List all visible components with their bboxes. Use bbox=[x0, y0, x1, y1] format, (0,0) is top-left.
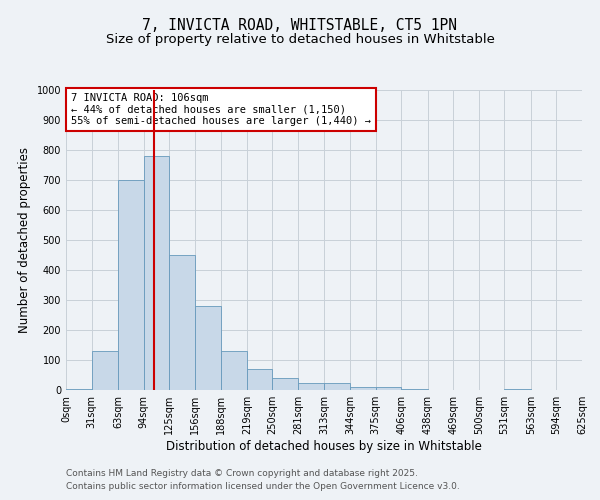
Bar bbox=[298, 382, 325, 390]
Bar bbox=[195, 306, 221, 390]
Bar bbox=[272, 378, 298, 390]
Bar bbox=[325, 382, 350, 390]
Bar bbox=[169, 255, 195, 390]
Text: 7 INVICTA ROAD: 106sqm
← 44% of detached houses are smaller (1,150)
55% of semi-: 7 INVICTA ROAD: 106sqm ← 44% of detached… bbox=[71, 93, 371, 126]
Text: Contains HM Land Registry data © Crown copyright and database right 2025.: Contains HM Land Registry data © Crown c… bbox=[66, 469, 418, 478]
Bar bbox=[247, 369, 272, 390]
Bar bbox=[505, 388, 531, 390]
X-axis label: Distribution of detached houses by size in Whitstable: Distribution of detached houses by size … bbox=[166, 440, 482, 453]
Text: Contains public sector information licensed under the Open Government Licence v3: Contains public sector information licen… bbox=[66, 482, 460, 491]
Bar bbox=[92, 351, 118, 390]
Bar bbox=[221, 351, 247, 390]
Bar bbox=[350, 387, 376, 390]
Y-axis label: Number of detached properties: Number of detached properties bbox=[18, 147, 31, 333]
Text: Size of property relative to detached houses in Whitstable: Size of property relative to detached ho… bbox=[106, 32, 494, 46]
Bar bbox=[118, 180, 143, 390]
Text: 7, INVICTA ROAD, WHITSTABLE, CT5 1PN: 7, INVICTA ROAD, WHITSTABLE, CT5 1PN bbox=[143, 18, 458, 32]
Bar bbox=[143, 156, 169, 390]
Bar bbox=[66, 388, 92, 390]
Bar bbox=[376, 387, 401, 390]
Bar bbox=[401, 388, 428, 390]
